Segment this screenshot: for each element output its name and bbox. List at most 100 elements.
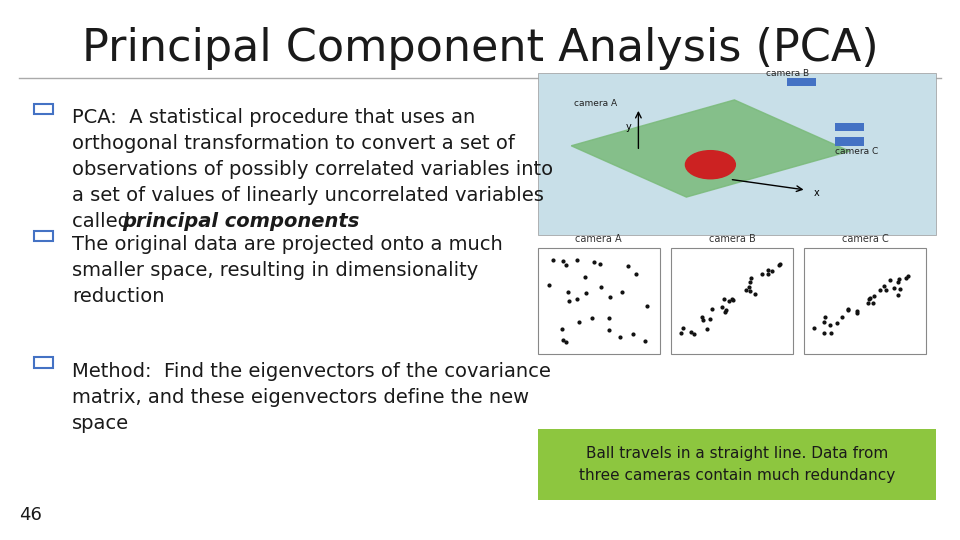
Point bbox=[559, 260, 574, 269]
Point bbox=[592, 259, 608, 268]
Point bbox=[892, 285, 907, 293]
Point bbox=[695, 316, 710, 325]
Text: Ball travels in a straight line. Data from
three cameras contain much redundancy: Ball travels in a straight line. Data fr… bbox=[579, 446, 895, 483]
Point bbox=[683, 328, 698, 337]
Point bbox=[584, 313, 599, 322]
Point bbox=[556, 257, 571, 266]
Point bbox=[686, 330, 702, 339]
Point bbox=[747, 289, 762, 298]
Point bbox=[860, 299, 876, 307]
Point bbox=[760, 266, 776, 275]
Point bbox=[816, 328, 831, 337]
Point bbox=[823, 329, 838, 338]
Point bbox=[714, 303, 730, 312]
FancyBboxPatch shape bbox=[538, 73, 936, 235]
Point bbox=[765, 266, 780, 275]
Point bbox=[862, 294, 877, 302]
Point bbox=[717, 307, 732, 316]
Point bbox=[834, 312, 850, 321]
Point bbox=[891, 278, 906, 286]
Text: The original data are projected onto a much: The original data are projected onto a m… bbox=[72, 235, 503, 254]
Point bbox=[724, 295, 739, 303]
Point bbox=[726, 295, 741, 304]
Point bbox=[817, 312, 832, 321]
Point bbox=[850, 307, 865, 316]
Point bbox=[571, 318, 587, 327]
Text: a set of values of linearly uncorrelated variables: a set of values of linearly uncorrelated… bbox=[72, 186, 544, 205]
Text: camera C: camera C bbox=[842, 234, 889, 244]
Point bbox=[637, 337, 653, 346]
Point bbox=[738, 286, 754, 294]
Text: camera A: camera A bbox=[575, 234, 622, 244]
Point bbox=[772, 260, 787, 268]
Polygon shape bbox=[571, 100, 850, 197]
Point bbox=[829, 319, 845, 327]
FancyBboxPatch shape bbox=[835, 137, 864, 146]
Point bbox=[556, 335, 571, 344]
Text: reduction: reduction bbox=[72, 287, 164, 306]
Text: camera B: camera B bbox=[766, 69, 808, 78]
Point bbox=[742, 278, 757, 286]
Point bbox=[876, 282, 892, 291]
FancyBboxPatch shape bbox=[671, 248, 793, 354]
Point bbox=[705, 305, 720, 314]
Point bbox=[702, 314, 717, 323]
Point bbox=[873, 286, 888, 294]
Text: x: x bbox=[814, 188, 820, 198]
Point bbox=[743, 273, 758, 282]
Point bbox=[840, 304, 855, 313]
Point bbox=[639, 302, 655, 310]
FancyBboxPatch shape bbox=[538, 429, 936, 500]
Point bbox=[602, 293, 617, 301]
Point bbox=[850, 308, 865, 317]
Point bbox=[562, 297, 577, 306]
Point bbox=[878, 286, 894, 295]
Point bbox=[742, 286, 757, 295]
Text: camera A: camera A bbox=[574, 99, 617, 108]
Point bbox=[806, 323, 822, 332]
Point bbox=[899, 273, 914, 282]
Text: camera B: camera B bbox=[708, 234, 756, 244]
Text: orthogonal transformation to convert a set of: orthogonal transformation to convert a s… bbox=[72, 134, 515, 153]
Point bbox=[861, 295, 876, 304]
Point bbox=[629, 269, 644, 278]
Point bbox=[886, 284, 901, 292]
Point bbox=[822, 321, 837, 329]
Point bbox=[541, 280, 557, 289]
Point bbox=[817, 318, 832, 327]
Point bbox=[593, 282, 609, 291]
Point bbox=[866, 292, 881, 301]
Point bbox=[890, 291, 905, 300]
Point bbox=[614, 287, 630, 296]
Point bbox=[882, 275, 898, 284]
Point bbox=[578, 288, 593, 297]
Point bbox=[754, 270, 769, 279]
Point bbox=[577, 272, 592, 281]
Point bbox=[559, 338, 574, 347]
Point bbox=[601, 314, 616, 323]
Text: Method:  Find the eigenvectors of the covariance: Method: Find the eigenvectors of the cov… bbox=[72, 362, 551, 381]
Point bbox=[900, 272, 916, 281]
Point bbox=[612, 332, 628, 341]
Point bbox=[569, 255, 585, 264]
Text: matrix, and these eigenvectors define the new: matrix, and these eigenvectors define th… bbox=[72, 388, 529, 407]
Text: 46: 46 bbox=[19, 506, 42, 524]
Point bbox=[771, 261, 786, 269]
Text: y: y bbox=[626, 122, 632, 132]
Text: space: space bbox=[72, 414, 130, 433]
FancyBboxPatch shape bbox=[835, 123, 864, 131]
Point bbox=[866, 299, 881, 308]
Point bbox=[718, 306, 733, 315]
Point bbox=[569, 295, 585, 303]
Point bbox=[675, 323, 690, 332]
Point bbox=[721, 296, 736, 305]
Point bbox=[760, 270, 776, 279]
FancyBboxPatch shape bbox=[804, 248, 926, 354]
Text: called: called bbox=[72, 212, 136, 231]
Text: camera C: camera C bbox=[835, 147, 878, 156]
Text: smaller space, resulting in dimensionality: smaller space, resulting in dimensionali… bbox=[72, 261, 478, 280]
Point bbox=[620, 262, 636, 271]
Point bbox=[840, 306, 855, 314]
Point bbox=[587, 258, 602, 267]
Text: Principal Component Analysis (PCA): Principal Component Analysis (PCA) bbox=[82, 27, 878, 70]
